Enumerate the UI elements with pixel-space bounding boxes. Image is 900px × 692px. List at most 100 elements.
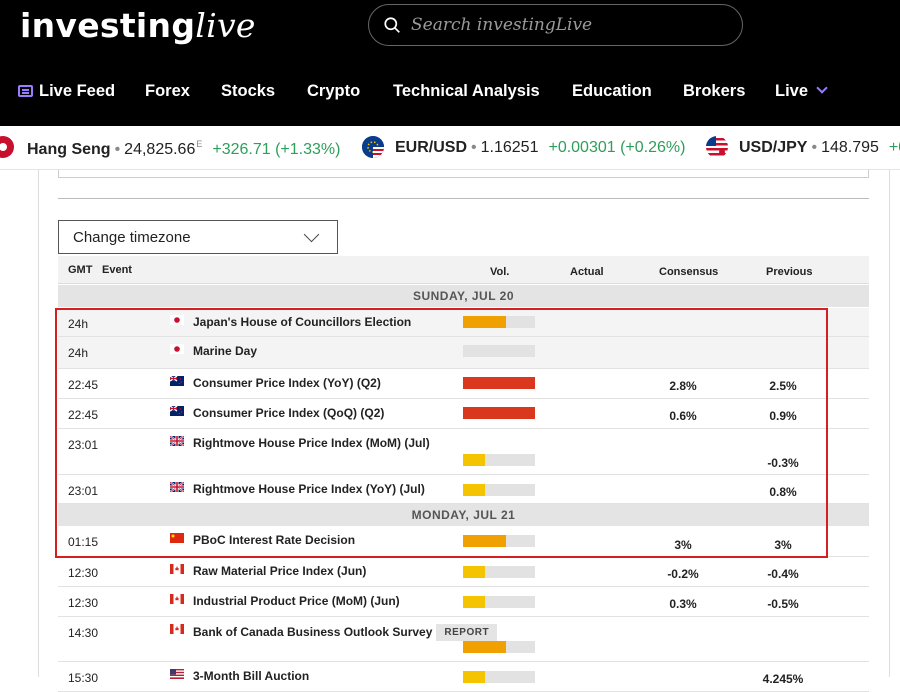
ca-flag-icon <box>170 593 184 604</box>
event-time: 01:15 <box>68 535 99 549</box>
col-event: Event <box>102 264 132 276</box>
nav-forex[interactable]: Forex <box>145 82 190 100</box>
nav-label: Live Feed <box>39 82 116 100</box>
live-feed-icon <box>18 85 33 97</box>
event-row[interactable]: 01:15 PBoC Interest Rate Decision 3% 3% <box>58 526 869 557</box>
chevron-down-icon <box>816 82 828 94</box>
top-panel <box>58 170 869 178</box>
event-row[interactable]: 24h Japan's House of Councillors Election <box>58 308 869 337</box>
consensus-value: 3% <box>674 538 692 552</box>
nav-education[interactable]: Education <box>572 82 652 100</box>
nav-brokers[interactable]: Brokers <box>683 82 746 100</box>
ticker-item[interactable]: USD/JPY•148.795+0 <box>739 139 900 157</box>
ticker-price: 24,825.66 <box>124 141 196 158</box>
search-box[interactable] <box>368 4 743 46</box>
volatility-fill <box>463 454 485 466</box>
col-consensus: Consensus <box>659 266 719 278</box>
event-row[interactable]: 23:01 Rightmove House Price Index (YoY) (… <box>58 475 869 504</box>
previous-value: -0.3% <box>767 456 799 470</box>
event-row[interactable]: 24h Marine Day <box>58 337 869 369</box>
nav-live-feed[interactable]: Live Feed <box>18 82 115 101</box>
volatility-fill <box>463 407 535 419</box>
report-badge[interactable]: REPORT <box>436 624 498 641</box>
event-name[interactable]: Industrial Product Price (MoM) (Jun) <box>193 594 400 608</box>
logo[interactable]: investinglive <box>20 6 256 45</box>
jp-flag-icon <box>170 343 184 354</box>
event-row[interactable]: 12:30 Raw Material Price Index (Jun) -0.2%… <box>58 557 869 587</box>
divider <box>58 198 869 199</box>
ticker-change: +0.00301 (+0.26%) <box>548 139 686 156</box>
consensus-value: 0.3% <box>669 597 697 611</box>
previous-value: 3% <box>774 538 792 552</box>
event-time: 24h <box>68 317 89 331</box>
event-row[interactable]: 23:01 Rightmove House Price Index (MoM) (… <box>58 429 869 475</box>
ticker-name: EUR/USD <box>395 139 468 156</box>
event-time: 12:30 <box>68 566 99 580</box>
volatility-bar <box>463 596 535 608</box>
volatility-bar <box>463 454 535 466</box>
ticker-item[interactable]: Hang Seng • 24,825.66E +326.71 (+1.33%) <box>27 139 341 158</box>
previous-value: 2.5% <box>769 379 797 393</box>
volatility-bar <box>463 484 535 496</box>
nav-stocks[interactable]: Stocks <box>221 82 276 100</box>
gb-flag-icon <box>169 435 185 447</box>
col-actual: Actual <box>570 266 604 278</box>
ticker-price: 148.795 <box>821 139 879 156</box>
event-label: Marine Day <box>193 344 258 358</box>
volatility-bar <box>463 345 535 357</box>
nav-label: Live <box>775 82 809 100</box>
volatility-fill <box>463 484 485 496</box>
event-row[interactable]: 12:30 Industrial Product Price (MoM) (Jun… <box>58 587 869 617</box>
jp-flag-icon <box>170 314 184 325</box>
search-input[interactable] <box>411 13 721 37</box>
event-name[interactable]: Raw Material Price Index (Jun) <box>193 564 366 578</box>
event-name[interactable]: Consumer Price Index (YoY) (Q2) <box>193 376 381 390</box>
event-name[interactable]: Japan's House of Councillors Election <box>193 315 411 329</box>
event-label: Consumer Price Index (QoQ) (Q2) <box>193 406 385 420</box>
event-name[interactable]: Rightmove House Price Index (YoY) (Jul) <box>193 482 425 496</box>
event-name[interactable]: 3-Month Bill Auction <box>193 669 309 683</box>
event-name[interactable]: Rightmove House Price Index (MoM) (Jul) <box>193 436 430 450</box>
hk-flag-icon <box>0 136 14 158</box>
ticker-change: +326.71 (+1.33%) <box>212 141 341 158</box>
ticker-price: 1.16251 <box>480 139 539 156</box>
ticker-name: Hang Seng <box>27 141 111 158</box>
nav-technical-analysis[interactable]: Technical Analysis <box>393 82 540 100</box>
ticker-change: +0 <box>888 139 900 156</box>
event-row[interactable]: 15:30 3-Month Bill Auction 4.245% <box>58 662 869 692</box>
volatility-fill <box>463 671 485 683</box>
consensus-value: -0.2% <box>667 567 699 581</box>
event-name[interactable]: Bank of Canada Business Outlook Survey RE… <box>193 624 498 641</box>
ticker-item[interactable]: EUR/USD • 1.16251 +0.00301 (+0.26%) <box>395 139 686 156</box>
main-nav: Live Feed Forex Stocks Crypto Technical … <box>0 60 900 126</box>
day-header: MONDAY, JUL 21 <box>58 504 869 526</box>
previous-value: 4.245% <box>762 672 804 686</box>
day-header: SUNDAY, JUL 20 <box>58 285 869 307</box>
nz-flag-icon <box>169 405 184 416</box>
event-name[interactable]: Marine Day <box>193 344 257 358</box>
consensus-value: 0.6% <box>669 409 697 423</box>
event-label: Rightmove House Price Index (YoY) (Jul) <box>193 482 425 496</box>
timezone-select[interactable]: Change timezone <box>58 220 338 254</box>
volatility-bar <box>463 316 535 328</box>
event-name[interactable]: Consumer Price Index (QoQ) (Q2) <box>193 406 384 420</box>
consensus-value: 2.8% <box>669 379 697 393</box>
nav-live[interactable]: Live <box>775 82 828 101</box>
event-row[interactable]: 22:45 Consumer Price Index (QoQ) (Q2) 0.6%… <box>58 399 869 429</box>
event-row[interactable]: 14:30 Bank of Canada Business Outlook Sur… <box>58 617 869 662</box>
event-label: 3-Month Bill Auction <box>193 669 310 683</box>
event-label: Rightmove House Price Index (MoM) (Jul) <box>193 436 430 450</box>
event-name[interactable]: PBoC Interest Rate Decision <box>193 533 355 547</box>
eu-us-flag-icon <box>362 136 384 158</box>
volatility-bar <box>463 535 535 547</box>
chevron-down-icon <box>303 226 320 243</box>
nav-crypto[interactable]: Crypto <box>307 82 361 100</box>
volatility-fill <box>463 535 506 547</box>
event-time: 12:30 <box>68 596 99 610</box>
event-row[interactable]: 22:45 Consumer Price Index (YoY) (Q2) 2.8%… <box>58 369 869 399</box>
logo-accent-text: live <box>195 6 256 45</box>
event-label: PBoC Interest Rate Decision <box>193 533 356 547</box>
calendar-header: GMT Event Vol. Actual Consensus Previous <box>58 256 869 284</box>
ticker-name: USD/JPY <box>739 139 808 156</box>
timezone-label: Change timezone <box>73 229 191 246</box>
